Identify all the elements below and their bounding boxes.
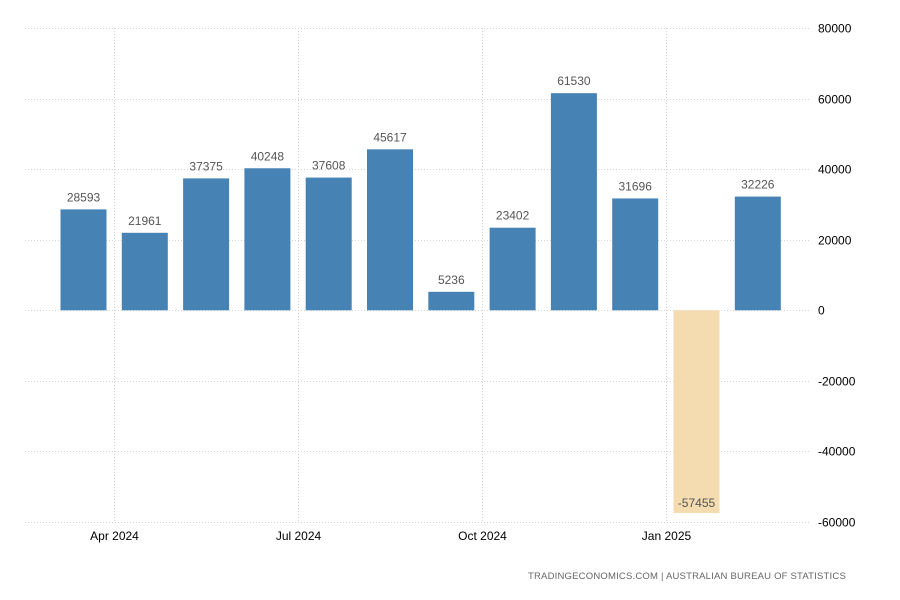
bar <box>121 232 168 311</box>
bar <box>550 93 597 311</box>
bar <box>612 198 659 311</box>
y-tick-label: -40000 <box>818 445 856 459</box>
bar <box>305 177 352 311</box>
data-label: 37375 <box>189 159 223 173</box>
data-label: 40248 <box>251 149 285 163</box>
x-tick-label: Jan 2025 <box>642 529 692 543</box>
x-tick-label: Apr 2024 <box>90 529 139 543</box>
y-tick-label: 60000 <box>818 93 852 107</box>
data-label: 45617 <box>373 130 407 144</box>
data-label: -57455 <box>678 496 716 510</box>
data-label: 21961 <box>128 214 162 228</box>
x-tick-label: Oct 2024 <box>458 529 507 543</box>
bar <box>367 149 413 311</box>
data-label: 37608 <box>312 159 346 173</box>
data-label: 5236 <box>438 273 465 287</box>
data-label: 32226 <box>741 178 775 192</box>
y-tick-label: 40000 <box>818 163 852 177</box>
bars <box>60 93 781 514</box>
y-tick-label: -60000 <box>818 516 856 530</box>
y-tick-label: 20000 <box>818 234 852 248</box>
bar <box>183 178 230 311</box>
bar <box>489 227 536 311</box>
data-label: 31696 <box>619 179 653 193</box>
data-label: 23402 <box>496 209 530 223</box>
x-axis: Apr 2024 Jul 2024 Oct 2024 Jan 2025 <box>90 529 691 543</box>
bar <box>244 168 291 311</box>
bar <box>673 310 720 514</box>
source-credit: TRADINGECONOMICS.COM | AUSTRALIAN BUREAU… <box>527 571 846 582</box>
bar <box>428 291 475 311</box>
y-axis: 80000 60000 40000 20000 0 -20000 -40000 -60000 <box>818 22 856 530</box>
data-label: 28593 <box>67 190 101 204</box>
data-labels: 28593 21961 37375 40248 37608 45617 5236 23402 6… <box>67 74 775 510</box>
y-tick-label: -20000 <box>818 375 856 389</box>
y-tick-label: 80000 <box>818 22 852 36</box>
data-label: 61530 <box>557 74 591 88</box>
bar <box>60 209 107 311</box>
x-tick-label: Jul 2024 <box>276 529 322 543</box>
bar <box>734 196 781 311</box>
y-tick-label: 0 <box>818 304 825 318</box>
